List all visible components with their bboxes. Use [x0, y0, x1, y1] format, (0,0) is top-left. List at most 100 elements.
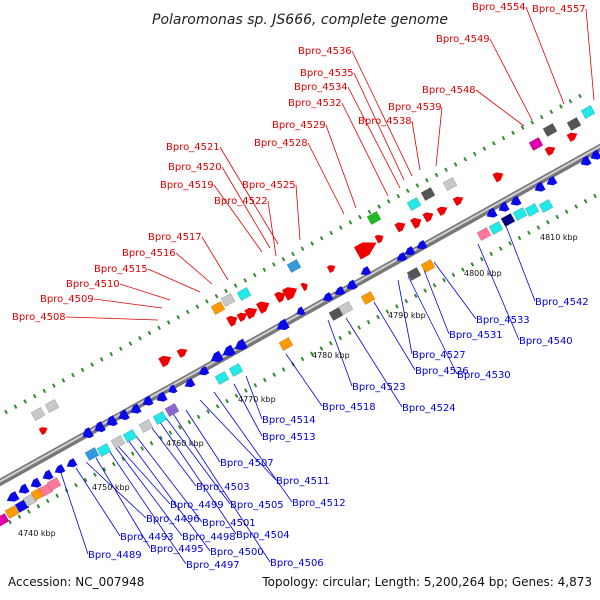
cog-tick-lower	[215, 404, 220, 409]
gene-box	[420, 187, 436, 201]
gene-box	[44, 399, 60, 413]
cog-tick-lower	[545, 220, 550, 225]
cog-tick-lower	[319, 346, 324, 351]
forward-leader-line	[307, 142, 345, 215]
cog-tick-lower	[404, 298, 409, 304]
forward-leader-line	[147, 268, 201, 293]
gene-box	[442, 177, 458, 191]
reverse-gene-arrow	[534, 181, 546, 192]
reverse-gene-label: Bpro_4498	[182, 532, 236, 543]
reverse-gene-arrow	[396, 252, 408, 262]
cog-tick-lower	[498, 246, 503, 251]
cog-tick-lower	[272, 372, 277, 378]
gene-box	[110, 435, 126, 449]
cog-tick-upper	[501, 135, 506, 141]
axis-position-label: 4780 kbp	[312, 351, 350, 360]
cog-tick-lower	[347, 330, 352, 335]
gene-box	[542, 123, 558, 137]
reverse-leader-line	[433, 261, 477, 320]
reverse-gene-label: Bpro_4493	[120, 532, 174, 543]
axis-position-label: 4750 kbp	[92, 483, 130, 492]
forward-gene-arrow	[326, 265, 336, 274]
forward-gene-label: Bpro_4520	[168, 162, 222, 173]
reverse-leader-line	[213, 391, 293, 503]
cog-tick-lower	[121, 456, 126, 462]
forward-gene-arrow	[176, 348, 188, 358]
reverse-gene-arrow	[498, 201, 510, 212]
cog-tick-upper	[482, 146, 487, 151]
reverse-gene-arrow	[590, 149, 600, 160]
forward-leader-line	[585, 8, 595, 101]
cog-tick-lower	[187, 419, 192, 425]
gene-box	[286, 259, 302, 273]
cog-tick-lower	[564, 209, 569, 215]
gene-box	[420, 259, 436, 273]
gene-box	[528, 137, 544, 151]
reverse-gene-label: Bpro_4499	[170, 500, 224, 511]
cog-tick-lower	[536, 225, 541, 230]
reverse-gene-label: Bpro_4512	[292, 498, 346, 509]
cog-tick-upper	[90, 362, 94, 367]
forward-gene-label: Bpro_4508	[12, 312, 66, 323]
axis-position-label: 4760 kbp	[166, 439, 204, 448]
reverse-leader-line	[199, 399, 277, 481]
reverse-gene-arrow	[210, 350, 224, 363]
cog-tick-upper	[358, 214, 362, 220]
gene-box	[30, 407, 46, 421]
forward-gene-label: Bpro_4535	[300, 68, 354, 79]
cog-tick-lower	[328, 340, 333, 346]
cog-tick-lower	[376, 314, 380, 320]
cog-tick-lower	[442, 277, 446, 283]
reverse-leader-line	[115, 447, 183, 537]
cog-tick-upper	[530, 120, 535, 125]
cog-tick-upper	[166, 320, 171, 325]
forward-leader-line	[175, 252, 213, 285]
reverse-leader-line	[345, 317, 403, 408]
forward-gene-arrow	[274, 291, 286, 303]
cog-tick-upper	[520, 125, 525, 130]
cog-tick-upper	[32, 393, 37, 399]
reverse-leader-line	[233, 383, 263, 437]
reverse-leader-line	[85, 461, 147, 519]
cog-tick-upper	[195, 304, 200, 309]
cog-tick-lower	[583, 199, 588, 204]
reverse-gene-arrow	[198, 366, 210, 376]
reverse-gene-label: Bpro_4531	[449, 330, 503, 341]
reverse-gene-arrow	[66, 458, 78, 468]
genome-title: Polaromonas sp. JS666, complete genome	[152, 12, 448, 28]
forward-gene-arrow	[394, 222, 406, 233]
axis-position-label: 4770 kbp	[238, 395, 276, 404]
reverse-gene-arrow	[580, 155, 592, 166]
forward-gene-label: Bpro_4539	[388, 102, 442, 113]
reverse-gene-arrow	[404, 246, 416, 256]
forward-gene-arrow	[38, 427, 48, 436]
reverse-gene-label: Bpro_4503	[196, 482, 250, 493]
cog-tick-lower	[196, 414, 201, 420]
forward-gene-arrow	[256, 301, 270, 314]
cog-tick-lower	[423, 288, 428, 293]
forward-leader-line	[219, 146, 279, 245]
reverse-gene-arrow	[94, 421, 106, 433]
forward-leader-line	[325, 124, 357, 209]
gene-box	[488, 221, 504, 235]
forward-gene-label: Bpro_4517	[148, 232, 202, 243]
reverse-gene-arrow	[168, 384, 178, 394]
reverse-gene-arrow	[82, 427, 94, 439]
reverse-gene-label: Bpro_4542	[535, 297, 589, 308]
forward-gene-arrow	[281, 287, 298, 301]
cog-tick-lower	[470, 262, 475, 267]
cog-tick-upper	[348, 220, 353, 225]
forward-gene-label: Bpro_4529	[272, 120, 326, 131]
reverse-gene-arrow	[6, 491, 20, 502]
gene-box	[500, 213, 516, 227]
gene-box	[210, 301, 226, 315]
cog-tick-lower	[27, 509, 31, 514]
cog-tick-upper	[549, 109, 554, 115]
gene-box	[580, 105, 596, 119]
cog-tick-upper	[405, 188, 410, 194]
cog-tick-upper	[434, 172, 439, 178]
cog-tick-upper	[185, 309, 190, 315]
cog-tick-upper	[396, 193, 401, 199]
cog-tick-lower	[159, 435, 163, 441]
